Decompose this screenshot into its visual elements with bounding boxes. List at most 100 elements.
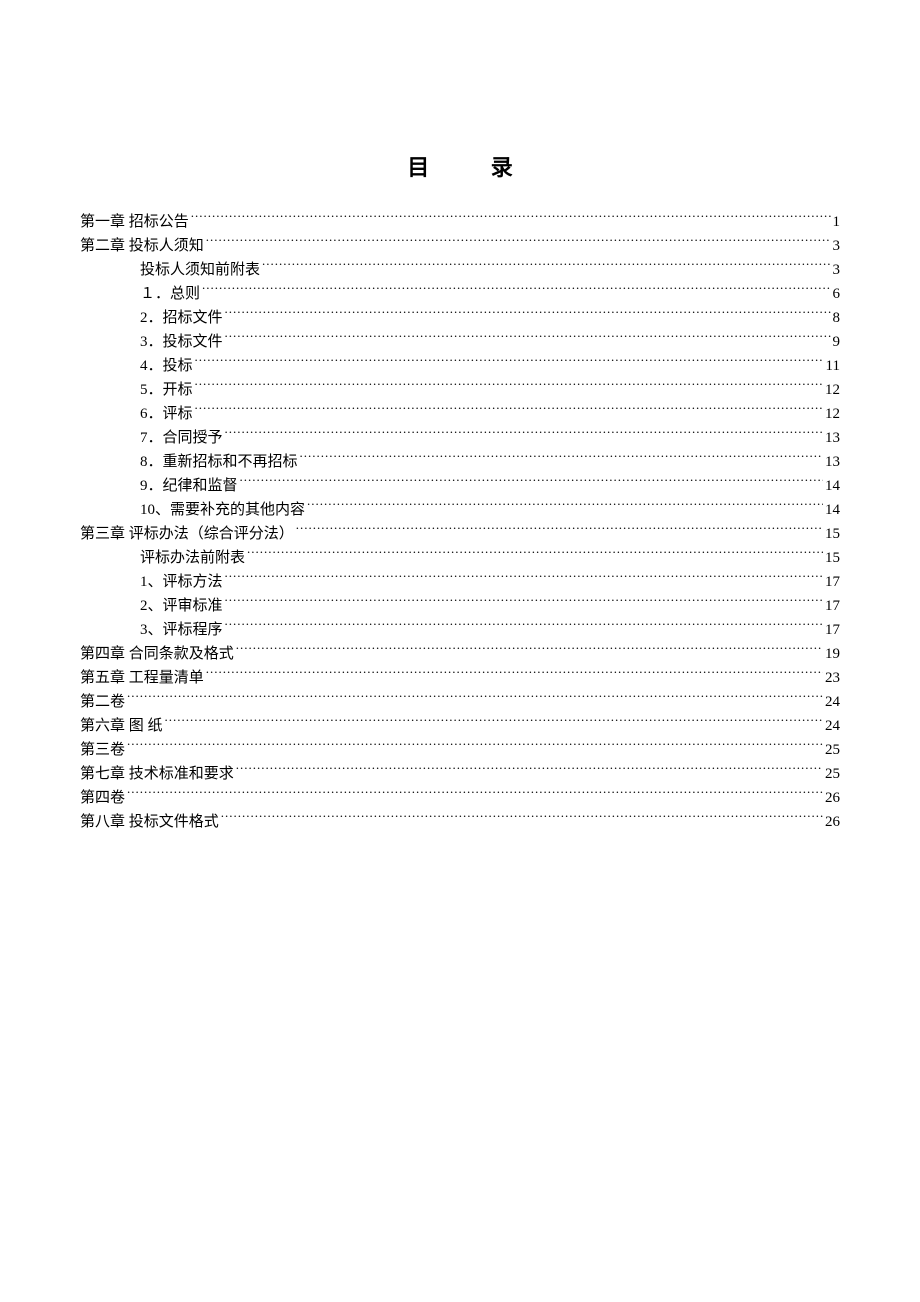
toc-entry-label: 7．合同授予 bbox=[140, 426, 223, 450]
toc-entry-label: １．总则 bbox=[140, 282, 200, 306]
toc-entry-page: 13 bbox=[825, 426, 840, 450]
toc-entry-label: 评标办法前附表 bbox=[140, 546, 245, 570]
toc-entry-label: 第三卷 bbox=[80, 738, 125, 762]
toc-entry-label: 第六章 图 纸 bbox=[80, 714, 163, 738]
toc-entry-label: 2、评审标准 bbox=[140, 594, 223, 618]
toc-entry-page: 19 bbox=[825, 642, 840, 666]
toc-dots bbox=[262, 259, 830, 274]
toc-entry-page: 25 bbox=[825, 738, 840, 762]
toc-entry-page: 24 bbox=[825, 690, 840, 714]
toc-dots bbox=[191, 211, 831, 226]
toc-entry-page: 11 bbox=[826, 354, 840, 378]
toc-entry-label: 3、评标程序 bbox=[140, 618, 223, 642]
toc-entry: 4．投标11 bbox=[80, 354, 840, 378]
toc-dots bbox=[206, 235, 831, 250]
toc-entry-page: 3 bbox=[833, 234, 841, 258]
toc-dots bbox=[225, 427, 823, 442]
toc-entry-label: 第一章 招标公告 bbox=[80, 210, 189, 234]
toc-dots bbox=[247, 547, 823, 562]
toc-entry-label: 3．投标文件 bbox=[140, 330, 223, 354]
toc-dots bbox=[225, 307, 831, 322]
toc-entry-label: 第五章 工程量清单 bbox=[80, 666, 204, 690]
toc-dots bbox=[240, 475, 823, 490]
toc-entry: 第八章 投标文件格式26 bbox=[80, 810, 840, 834]
toc-entry: 7．合同授予 13 bbox=[80, 426, 840, 450]
toc-entry: 第七章 技术标准和要求 25 bbox=[80, 762, 840, 786]
toc-entry-page: 3 bbox=[833, 258, 841, 282]
toc-entry-label: 投标人须知前附表 bbox=[140, 258, 260, 282]
toc-dots bbox=[307, 499, 823, 514]
toc-entry: 2．招标文件8 bbox=[80, 306, 840, 330]
toc-dots bbox=[165, 715, 823, 730]
toc-container: 第一章 招标公告 1 第二章 投标人须知 3 投标人须知前附表 3 １．总则 62．招标文件8… bbox=[80, 210, 840, 834]
toc-entry-page: 14 bbox=[825, 498, 840, 522]
toc-entry-page: 26 bbox=[825, 786, 840, 810]
toc-entry-page: 9 bbox=[833, 330, 841, 354]
toc-dots bbox=[127, 787, 823, 802]
toc-dots bbox=[236, 763, 823, 778]
toc-entry: 6．评标 12 bbox=[80, 402, 840, 426]
toc-entry-label: 第二章 投标人须知 bbox=[80, 234, 204, 258]
toc-entry-page: 12 bbox=[825, 402, 840, 426]
toc-entry-label: 第四卷 bbox=[80, 786, 125, 810]
toc-entry-label: 10、需要补充的其他内容 bbox=[140, 498, 305, 522]
toc-entry: 第四卷 26 bbox=[80, 786, 840, 810]
toc-entry-page: 1 bbox=[833, 210, 841, 234]
toc-entry: 第二章 投标人须知 3 bbox=[80, 234, 840, 258]
toc-dots bbox=[127, 691, 823, 706]
toc-dots bbox=[236, 643, 823, 658]
toc-dots bbox=[225, 331, 831, 346]
toc-entry: 投标人须知前附表 3 bbox=[80, 258, 840, 282]
toc-entry-page: 12 bbox=[825, 378, 840, 402]
toc-entry: 5．开标 12 bbox=[80, 378, 840, 402]
toc-dots bbox=[127, 739, 823, 754]
toc-entry-page: 8 bbox=[833, 306, 841, 330]
toc-entry-label: 第四章 合同条款及格式 bbox=[80, 642, 234, 666]
toc-entry-label: 6．评标 bbox=[140, 402, 193, 426]
toc-title: 目 录 bbox=[80, 150, 840, 182]
toc-entry-page: 15 bbox=[825, 546, 840, 570]
toc-entry: 2、评审标准 17 bbox=[80, 594, 840, 618]
toc-dots bbox=[221, 811, 823, 826]
toc-entry: 8．重新招标和不再招标 13 bbox=[80, 450, 840, 474]
toc-dots bbox=[195, 403, 823, 418]
toc-dots bbox=[225, 595, 823, 610]
toc-entry: 第三章 评标办法（综合评分法）15 bbox=[80, 522, 840, 546]
toc-entry: 第五章 工程量清单 23 bbox=[80, 666, 840, 690]
toc-entry-label: 9．纪律和监督 bbox=[140, 474, 238, 498]
toc-entry-page: 6 bbox=[833, 282, 841, 306]
toc-entry-page: 17 bbox=[825, 594, 840, 618]
toc-entry-page: 26 bbox=[825, 810, 840, 834]
toc-entry-label: 第七章 技术标准和要求 bbox=[80, 762, 234, 786]
toc-entry-label: 8．重新招标和不再招标 bbox=[140, 450, 298, 474]
toc-entry: 第三卷 25 bbox=[80, 738, 840, 762]
toc-entry-page: 13 bbox=[825, 450, 840, 474]
toc-entry: 3、评标程序 17 bbox=[80, 618, 840, 642]
toc-entry: 第六章 图 纸 24 bbox=[80, 714, 840, 738]
toc-entry-label: 第二卷 bbox=[80, 690, 125, 714]
toc-entry-page: 14 bbox=[825, 474, 840, 498]
toc-entry-page: 23 bbox=[825, 666, 840, 690]
toc-entry-page: 25 bbox=[825, 762, 840, 786]
toc-dots bbox=[296, 523, 823, 538]
toc-dots bbox=[206, 667, 823, 682]
toc-dots bbox=[225, 619, 823, 634]
toc-entry: 第四章 合同条款及格式 19 bbox=[80, 642, 840, 666]
toc-entry: 3．投标文件 9 bbox=[80, 330, 840, 354]
toc-entry: 第一章 招标公告 1 bbox=[80, 210, 840, 234]
toc-dots bbox=[202, 283, 830, 298]
toc-entry-page: 17 bbox=[825, 618, 840, 642]
toc-entry-label: 5．开标 bbox=[140, 378, 193, 402]
toc-entry: 10、需要补充的其他内容 14 bbox=[80, 498, 840, 522]
toc-entry-page: 17 bbox=[825, 570, 840, 594]
toc-dots bbox=[195, 355, 824, 370]
toc-entry: 1、评标方法 17 bbox=[80, 570, 840, 594]
toc-entry-label: 第三章 评标办法（综合评分法） bbox=[80, 522, 294, 546]
toc-entry-label: 1、评标方法 bbox=[140, 570, 223, 594]
toc-dots bbox=[195, 379, 823, 394]
toc-dots bbox=[225, 571, 823, 586]
toc-entry: １．总则 6 bbox=[80, 282, 840, 306]
toc-entry: 评标办法前附表 15 bbox=[80, 546, 840, 570]
toc-entry: 第二卷 24 bbox=[80, 690, 840, 714]
toc-entry-page: 24 bbox=[825, 714, 840, 738]
